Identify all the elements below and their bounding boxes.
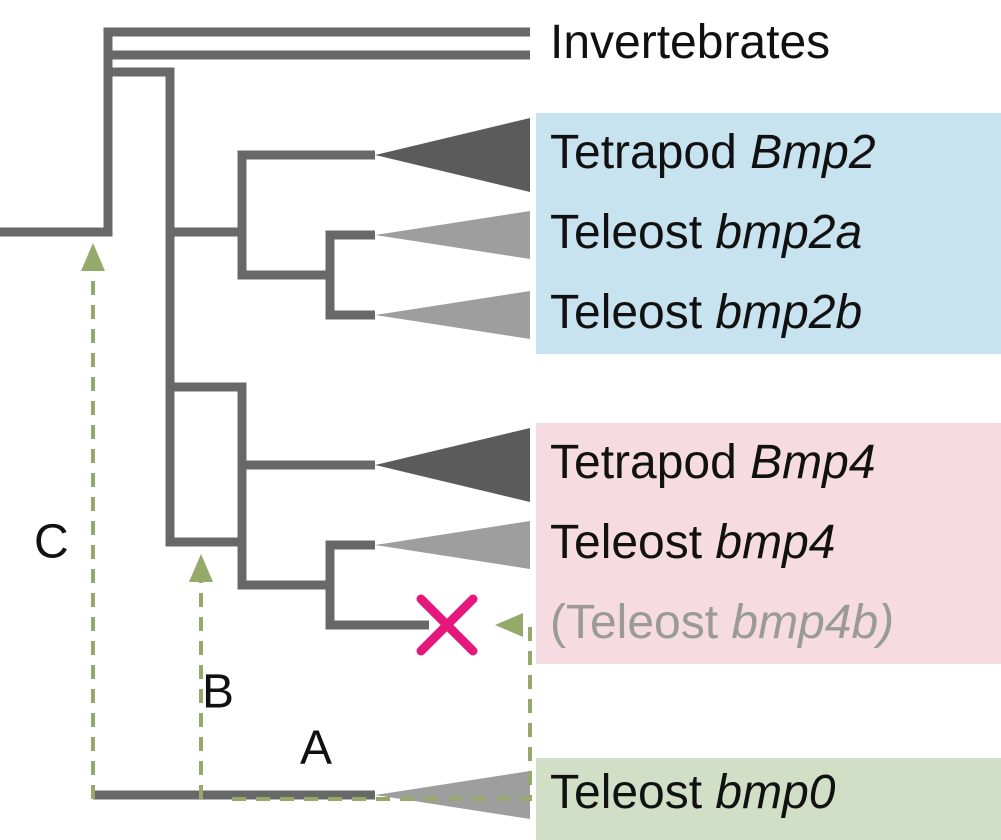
tip-label-invertebrates: Invertebrates bbox=[550, 16, 830, 69]
tip-label-teleost_bmp0: Teleost bmp0 bbox=[550, 766, 836, 819]
clade-triangles bbox=[375, 118, 530, 819]
tip-label-tetrapod_bmp2: Tetrapod Bmp2 bbox=[550, 126, 876, 179]
hypothesis-label-a: A bbox=[300, 722, 332, 775]
tip-label-teleost_bmp4: Teleost bmp4 bbox=[550, 516, 836, 569]
tip-labels: Invertebrates Tetrapod Bmp2 Teleost bmp2a T… bbox=[550, 16, 894, 819]
hypothesis-label-b: B bbox=[202, 666, 234, 719]
tip-label-teleost_bmp4b: (Teleost bmp4b) bbox=[550, 596, 894, 649]
hypothesis-label-c: C bbox=[34, 516, 69, 569]
tip-label-tetrapod_bmp4: Tetrapod Bmp4 bbox=[550, 436, 876, 489]
hypothesis-labels: A B C bbox=[34, 516, 332, 775]
tip-label-teleost_bmp2a: Teleost bmp2a bbox=[550, 206, 862, 259]
tip-label-teleost_bmp2b: Teleost bmp2b bbox=[550, 286, 862, 339]
phylogeny-diagram: Invertebrates Tetrapod Bmp2 Teleost bmp2a T… bbox=[0, 0, 1001, 840]
hypothesis-arrows bbox=[93, 247, 530, 799]
